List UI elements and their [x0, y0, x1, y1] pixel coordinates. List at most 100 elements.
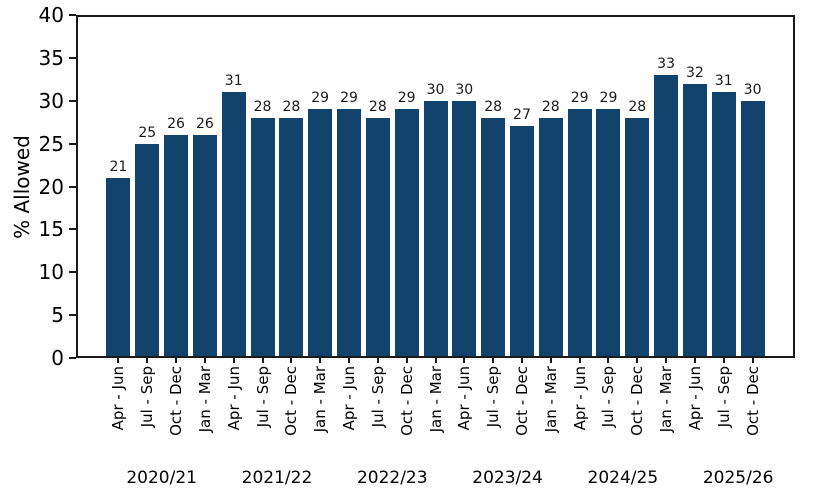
bar-value-label: 29 [311, 90, 330, 107]
y-tick-label: 15 [38, 217, 64, 242]
bar [567, 109, 592, 358]
x-tick-label: Jul - Sep [714, 366, 733, 428]
x-year-group-label: 2021/22 [241, 468, 313, 488]
x-tick-label: Oct - Dec [628, 366, 647, 436]
x-tick-label: Jul - Sep [599, 366, 618, 428]
bar-value-label: 25 [138, 124, 157, 141]
y-tick-label: 10 [38, 260, 64, 285]
bar [711, 92, 736, 358]
x-tick-label: Jan - Mar [426, 366, 445, 433]
x-tick-mark [722, 358, 725, 363]
bar-value-label: 30 [743, 81, 762, 98]
x-tick-mark [117, 358, 120, 363]
x-year-group-label: 2022/23 [356, 468, 428, 488]
bar-value-label: 30 [426, 81, 445, 98]
y-tick-mark [69, 228, 76, 231]
y-tick-label: 5 [51, 303, 64, 328]
y-tick-mark [69, 56, 76, 59]
bar [423, 100, 448, 358]
bar-value-label: 28 [253, 98, 272, 115]
y-tick-mark [69, 14, 76, 16]
bar-value-label: 28 [628, 98, 647, 115]
x-tick-label: Apr - Jun [455, 366, 474, 431]
x-tick-mark [492, 358, 495, 363]
bar [654, 75, 679, 358]
x-year-group-label: 2024/25 [587, 468, 659, 488]
x-tick-mark [261, 358, 264, 363]
y-tick-label: 35 [38, 45, 64, 70]
bar [221, 92, 246, 358]
bar-value-label: 28 [282, 98, 301, 115]
bar [192, 135, 217, 358]
x-tick-label: Oct - Dec [282, 366, 301, 436]
bar [682, 83, 707, 358]
x-tick-mark [636, 358, 639, 363]
x-tick-mark [232, 358, 235, 363]
x-tick-mark [463, 358, 466, 363]
bar [481, 117, 506, 358]
x-tick-label: Oct - Dec [397, 366, 416, 436]
bar-value-label: 28 [368, 98, 387, 115]
x-tick-label: Oct - Dec [512, 366, 531, 436]
bar [538, 117, 563, 358]
y-tick-label: 30 [38, 88, 64, 113]
x-tick-label: Oct - Dec [743, 366, 762, 436]
x-tick-mark [319, 358, 322, 363]
x-tick-mark [290, 358, 293, 363]
y-tick-mark [69, 357, 76, 359]
x-tick-mark [348, 358, 351, 363]
bar-value-label: 30 [455, 81, 474, 98]
bar-value-label: 27 [513, 107, 531, 124]
bar [509, 126, 534, 358]
bar [365, 117, 390, 358]
x-year-group-label: 2025/26 [702, 468, 774, 488]
bar-value-label: 26 [195, 116, 214, 133]
x-tick-label: Jan - Mar [541, 366, 560, 433]
bar-value-label: 31 [714, 73, 733, 90]
x-tick-mark [693, 358, 696, 363]
y-tick-mark [69, 271, 76, 274]
bar-value-label: 29 [570, 90, 589, 107]
x-tick-label: Jul - Sep [253, 366, 272, 428]
bar [740, 100, 765, 358]
x-tick-mark [203, 358, 206, 363]
bar [452, 100, 477, 358]
x-tick-label: Jul - Sep [138, 366, 157, 428]
bar [394, 109, 419, 358]
bar-value-label: 29 [599, 90, 618, 107]
x-tick-label: Jul - Sep [368, 366, 387, 428]
y-tick-mark [69, 142, 76, 145]
bar [164, 135, 189, 358]
x-tick-mark [665, 358, 668, 363]
x-tick-mark [549, 358, 552, 363]
bar-value-label: 28 [484, 98, 503, 115]
x-tick-label: Apr - Jun [340, 366, 359, 431]
bar [596, 109, 621, 358]
x-tick-label: Oct - Dec [167, 366, 186, 436]
bar-value-label: 29 [397, 90, 416, 107]
bar [250, 117, 275, 358]
bar [106, 177, 131, 358]
x-tick-mark [175, 358, 178, 363]
y-tick-label: 40 [38, 3, 64, 27]
bar [135, 143, 160, 358]
bar-value-label: 26 [167, 116, 185, 133]
x-tick-label: Apr - Jun [224, 366, 243, 431]
x-tick-mark [146, 358, 149, 363]
y-tick-mark [69, 185, 76, 188]
x-tick-mark [607, 358, 610, 363]
x-tick-label: Apr - Jun [570, 366, 589, 431]
x-tick-label: Apr - Jun [109, 366, 128, 431]
bar [279, 117, 304, 358]
x-year-group-label: 2023/24 [472, 468, 543, 488]
x-tick-label: Jan - Mar [657, 366, 676, 433]
x-tick-label: Apr - Jun [685, 366, 704, 431]
x-tick-mark [520, 358, 523, 363]
bar-value-label: 33 [657, 56, 675, 73]
x-tick-mark [376, 358, 379, 363]
bar-value-label: 31 [224, 73, 243, 90]
x-tick-mark [751, 358, 754, 363]
bar [337, 109, 362, 358]
bar-value-label: 32 [686, 64, 704, 81]
